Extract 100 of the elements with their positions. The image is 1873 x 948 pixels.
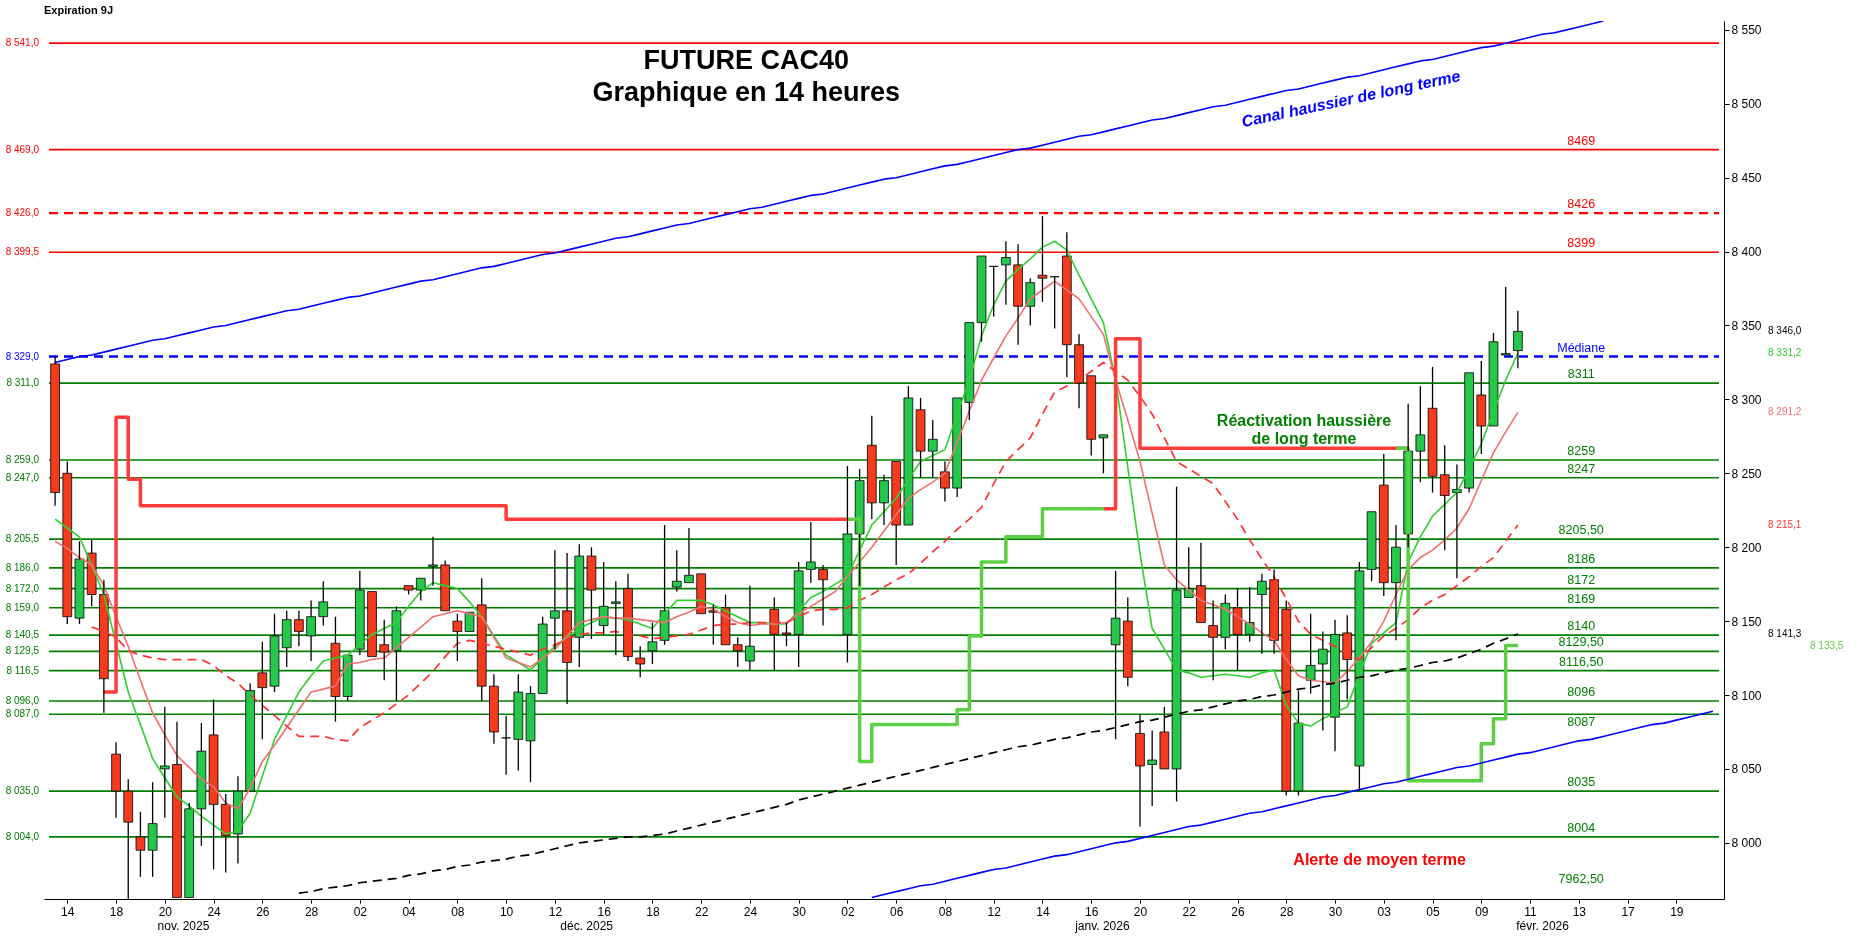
- x-tick-label: 10: [499, 904, 514, 919]
- x-tick-label: 26: [256, 904, 270, 919]
- text: janv. 2026: [1074, 919, 1130, 933]
- candlestick: [306, 599, 316, 662]
- text: 8 346,0: [1768, 325, 1802, 337]
- y-tick-label: 8 150: [1731, 614, 1762, 629]
- x-tick-label: 06: [890, 904, 904, 919]
- candlestick: [1074, 333, 1084, 409]
- annotation: Canal haussier de long terme: [1240, 67, 1462, 131]
- x-tick-label: 02: [841, 904, 855, 919]
- candlestick: [245, 682, 255, 792]
- text: nov. 2025: [157, 919, 210, 933]
- y-tick-label: 8 550: [1731, 23, 1762, 38]
- candlestick: [1476, 360, 1487, 455]
- ref-line-label: 8 159,0: [5, 601, 40, 613]
- text: 8 215,1: [1768, 518, 1802, 530]
- x-tick-label: 30: [792, 904, 807, 919]
- candlestick: [1464, 372, 1474, 494]
- x-tick-label: 28: [1280, 904, 1294, 919]
- annotation: 8096: [1567, 684, 1596, 699]
- candlestick: [1159, 706, 1170, 770]
- text: FUTURE CAC40: [643, 45, 850, 75]
- x-tick-label: 16: [597, 904, 612, 919]
- candlestick: [684, 527, 694, 584]
- ref-line-label: 8 035,0: [5, 785, 40, 797]
- x-tick-label: 24: [743, 904, 758, 919]
- ref-line-label: 8 186,0: [5, 561, 40, 573]
- candlestick: [611, 580, 621, 656]
- x-tick-label: 18: [109, 904, 124, 919]
- y-tick-label: 8 500: [1731, 97, 1762, 112]
- candlestick: [550, 549, 560, 650]
- candlestick: [147, 781, 158, 878]
- candlestick: [623, 573, 633, 662]
- y-tick-label: 8 100: [1731, 688, 1762, 703]
- x-tick-label: 04: [402, 904, 417, 919]
- x-tick-label: 11: [1524, 904, 1538, 919]
- candlestick: [1391, 524, 1401, 641]
- x-tick-label: 08: [451, 904, 465, 919]
- candlestick: [379, 618, 390, 681]
- x-tick-label: 05: [1426, 904, 1441, 919]
- ref-line-label: 8 140,5: [5, 629, 40, 641]
- candlestick: [111, 741, 121, 819]
- annotation: 8129,50: [1558, 635, 1604, 650]
- candlestick: [196, 722, 207, 847]
- annotation: 8399: [1567, 236, 1596, 251]
- candlestick: [330, 616, 341, 723]
- ref-line-label: 8 172,0: [5, 582, 40, 594]
- candlestick: [1062, 231, 1072, 378]
- annotation: 8426: [1567, 197, 1596, 212]
- candlestick: [745, 584, 755, 671]
- line-series: [871, 710, 1714, 899]
- x-tick-label: 22: [694, 904, 709, 919]
- annotation: 8140: [1567, 619, 1596, 634]
- candlestick: [1037, 215, 1048, 303]
- candlestick: [1513, 310, 1523, 370]
- candlestick: [1196, 542, 1206, 623]
- x-tick-label: 12: [987, 904, 1002, 919]
- candlestick: [1208, 599, 1218, 681]
- candlestick: [976, 255, 987, 343]
- annotation: 8035: [1567, 775, 1596, 790]
- x-tick-label: 03: [1377, 904, 1392, 919]
- ref-line-label: 8 311,0: [6, 377, 40, 389]
- ref-line-label: 8 087,0: [5, 708, 40, 720]
- candlestick: [1001, 240, 1011, 306]
- x-tick-label: 20: [158, 904, 173, 919]
- x-tick-label: 08: [938, 904, 953, 919]
- ref-line-label: 8 205,5: [5, 533, 40, 545]
- y-tick-label: 8 300: [1731, 392, 1762, 407]
- ref-line-label: 8 129,5: [5, 645, 40, 657]
- candlestick: [159, 706, 170, 819]
- annotation: 8169: [1567, 591, 1596, 606]
- x-tick-label: 18: [646, 904, 660, 919]
- x-tick-label: 24: [207, 904, 222, 919]
- x-tick-label: 17: [1621, 904, 1636, 919]
- candlestick: [842, 465, 853, 664]
- y-tick-label: 8 350: [1731, 318, 1762, 333]
- x-tick-label: 22: [1182, 904, 1197, 919]
- candlestick: [257, 641, 268, 741]
- x-tick-label: 26: [1231, 904, 1245, 919]
- x-tick-label: 09: [1475, 904, 1489, 919]
- candlestick: [1183, 546, 1194, 598]
- ref-line-label: 8 469,0: [5, 143, 40, 155]
- annotation: Alerte de moyen terme: [1293, 851, 1466, 869]
- candlestick: [696, 573, 706, 615]
- x-tick-label: 12: [548, 904, 563, 919]
- annotation: 8116,50: [1559, 654, 1604, 669]
- candlestick: [428, 536, 438, 587]
- y-tick-label: 8 050: [1731, 762, 1762, 777]
- text: 8 133,5: [1810, 639, 1844, 651]
- ref-line-label: 8 541,0: [5, 37, 40, 49]
- candlestick: [99, 579, 109, 714]
- candlestick: [367, 591, 377, 657]
- candlestick: [464, 611, 475, 632]
- y-tick-label: 8 000: [1731, 836, 1762, 851]
- text: 8 331,2: [1768, 347, 1802, 359]
- candlestick: [50, 355, 60, 507]
- candlestick: [1269, 568, 1279, 655]
- candlestick: [501, 715, 511, 776]
- annotation: 7962,50: [1558, 871, 1604, 886]
- candlestick: [818, 564, 828, 627]
